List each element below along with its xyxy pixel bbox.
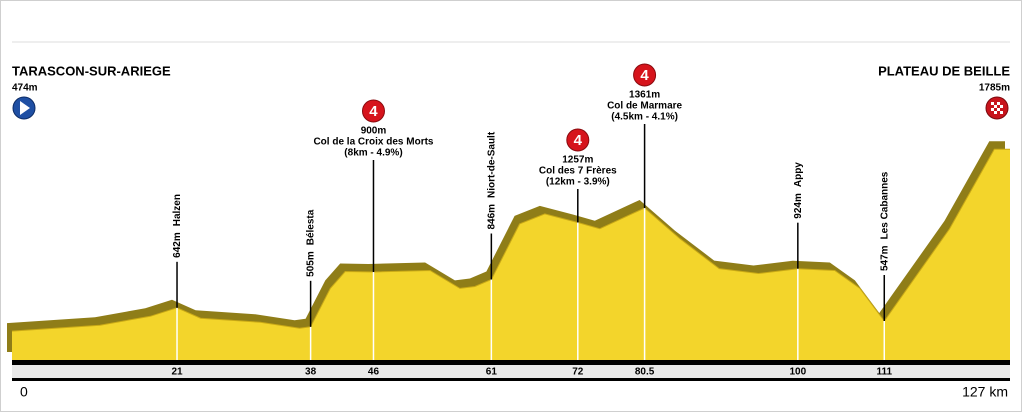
profile-area xyxy=(12,149,1010,360)
axis-bar-bottom xyxy=(12,378,1010,381)
waypoint-altitude: 924m xyxy=(792,193,803,219)
axis-strip xyxy=(12,365,1010,378)
waypoint-label: 846m Niort-de-Sault xyxy=(486,131,497,229)
category-label: 4 xyxy=(369,103,378,120)
x-tick-label: 72 xyxy=(572,367,584,378)
waypoint-label: 547m Les Cabannes xyxy=(879,171,890,271)
x-tick-label: 80.5 xyxy=(635,367,655,378)
finish-check xyxy=(997,108,1000,111)
waypoint-name: Niort-de-Sault xyxy=(486,131,497,198)
x-tick-label: 46 xyxy=(368,367,380,378)
x-tick-label: 38 xyxy=(305,367,317,378)
climb-altitude: 1361m xyxy=(629,90,660,101)
finish-check xyxy=(1000,111,1003,114)
finish-check xyxy=(1000,105,1003,108)
start-name: TARASCON-SUR-ARIEGE xyxy=(12,63,171,78)
profile-edge xyxy=(11,148,1010,332)
waypoint-name: Halzen xyxy=(172,194,183,226)
category-label: 4 xyxy=(640,67,649,84)
start-arrow xyxy=(20,101,30,115)
waypoint-label: 642m Halzen xyxy=(172,194,183,258)
climb-name: Col de Marmare xyxy=(607,101,682,112)
finish-check xyxy=(991,102,994,105)
climb-name: Col des 7 Frères xyxy=(539,166,617,177)
finish-name: PLATEAU DE BEILLE xyxy=(878,63,1010,78)
climb-name: Col de la Croix des Morts xyxy=(313,137,433,148)
x-tick-label: 127 km xyxy=(962,384,1008,400)
waypoint-altitude: 846m xyxy=(486,204,497,230)
waypoint-name: Appy xyxy=(792,162,803,187)
climb-details: (4.5km - 4.1%) xyxy=(611,112,678,123)
x-tick-label: 100 xyxy=(789,367,806,378)
start-altitude: 474m xyxy=(12,83,38,94)
axis-bar xyxy=(12,360,1010,365)
waypoint-altitude: 642m xyxy=(172,232,183,258)
climb-details: (12km - 3.9%) xyxy=(546,177,610,188)
finish-check xyxy=(994,111,997,114)
waypoint-altitude: 505m xyxy=(305,251,316,277)
climb-altitude: 900m xyxy=(361,126,387,137)
finish-check xyxy=(997,102,1000,105)
category-label: 4 xyxy=(574,132,583,149)
waypoint-name: Les Cabannes xyxy=(879,171,890,239)
finish-check xyxy=(994,105,997,108)
x-tick-label: 21 xyxy=(171,367,183,378)
climb-altitude: 1257m xyxy=(562,155,593,166)
climb-details: (8km - 4.9%) xyxy=(344,148,402,159)
category-icon xyxy=(633,63,657,87)
category-icon xyxy=(361,99,385,123)
x-tick-label: 111 xyxy=(876,367,892,378)
finish-altitude: 1785m xyxy=(979,83,1010,94)
waypoint-label: 924m Appy xyxy=(792,162,803,219)
x-tick-label: 0 xyxy=(20,384,28,400)
waypoint-altitude: 547m xyxy=(879,245,890,271)
x-tick-label: 61 xyxy=(486,367,498,378)
finish-check xyxy=(991,108,994,111)
waypoint-name: Bélesta xyxy=(305,209,316,245)
category-icon xyxy=(566,128,590,152)
waypoint-label: 505m Bélesta xyxy=(305,209,316,277)
